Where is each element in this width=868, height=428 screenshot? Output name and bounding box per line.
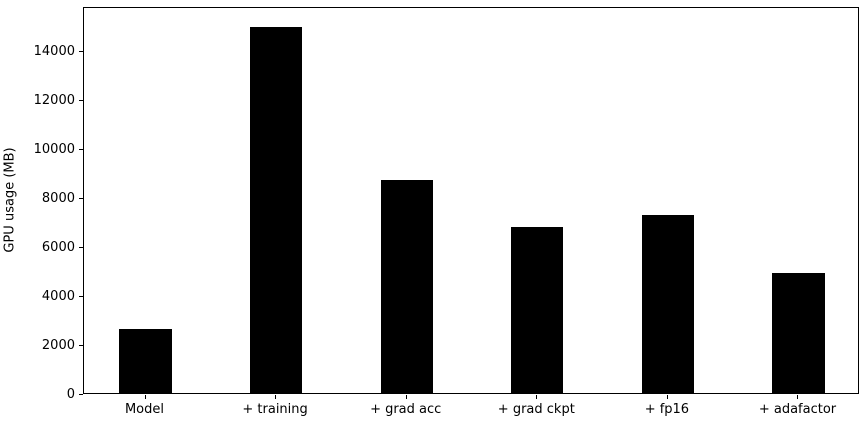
- x-tick-label: + grad acc: [370, 402, 442, 417]
- x-tick-label: + grad ckpt: [497, 402, 575, 417]
- x-tick-label: Model: [124, 402, 165, 417]
- x-tick-label: + training: [242, 402, 308, 417]
- y-tick-mark: [79, 198, 83, 200]
- x-tick-label: + fp16: [644, 402, 690, 417]
- y-tick-label: 8000: [41, 191, 75, 207]
- bar-model: [119, 329, 172, 393]
- y-tick-label: 10000: [33, 142, 75, 158]
- bar-grad-ckpt: [511, 226, 564, 393]
- y-tick-label: 2000: [41, 337, 75, 353]
- x-tick-mark: [275, 395, 277, 399]
- bar-fp16: [641, 214, 694, 393]
- y-tick-mark: [79, 393, 83, 395]
- y-tick-mark: [79, 100, 83, 102]
- y-tick-mark: [79, 295, 83, 297]
- x-tick-mark: [666, 395, 668, 399]
- y-tick-label: 14000: [33, 44, 75, 60]
- x-tick-label: + adafactor: [758, 402, 837, 417]
- y-tick-label: 4000: [41, 288, 75, 304]
- y-tick-label: 0: [66, 386, 75, 402]
- x-tick-mark: [405, 395, 407, 399]
- x-tick-mark: [144, 395, 146, 399]
- y-tick-mark: [79, 51, 83, 53]
- y-tick-mark: [79, 344, 83, 346]
- bar-adafactor: [772, 273, 825, 393]
- y-tick-mark: [79, 246, 83, 248]
- y-tick-mark: [79, 149, 83, 151]
- bar-grad-acc: [380, 180, 433, 393]
- bar-training: [249, 26, 303, 393]
- plot-area: [83, 7, 859, 394]
- x-tick-mark: [536, 395, 538, 399]
- x-tick-mark: [797, 395, 799, 399]
- y-tick-label: 12000: [33, 93, 75, 109]
- y-tick-label: 6000: [41, 239, 75, 255]
